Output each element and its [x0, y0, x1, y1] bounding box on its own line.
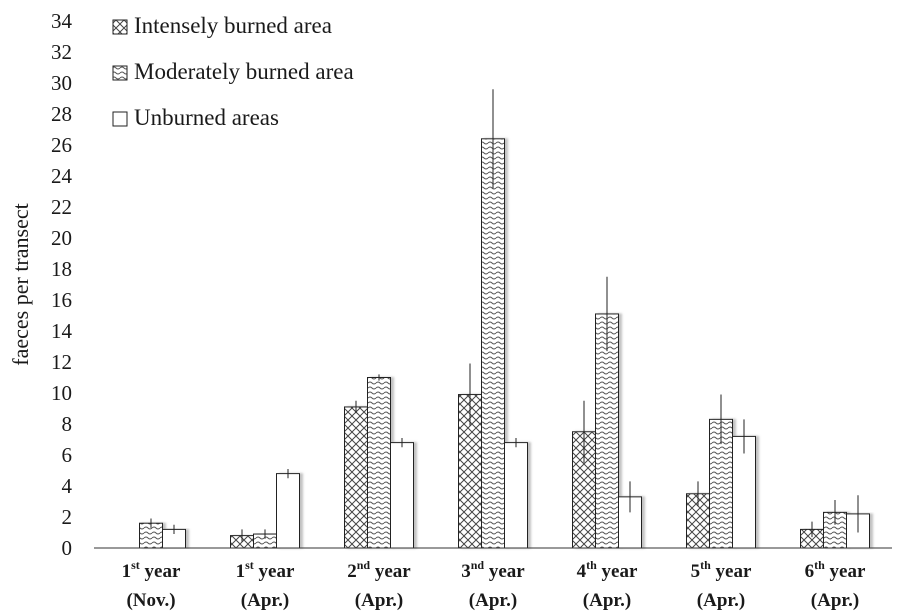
y-tick-label: 12	[51, 350, 72, 374]
y-tick-label: 4	[62, 474, 73, 498]
x-tick-label: 4th year	[577, 558, 638, 582]
y-tick-label: 14	[51, 319, 73, 343]
bar-moderate	[367, 377, 391, 549]
x-tick-sublabel: (Apr.)	[697, 590, 745, 611]
x-tick-sublabel: (Apr.)	[811, 590, 859, 611]
y-tick-label: 10	[51, 381, 72, 405]
y-tick-label: 2	[62, 505, 73, 529]
y-tick-label: 18	[51, 257, 72, 281]
y-tick-label: 8	[62, 412, 73, 436]
legend: Intensely burned area Moderately burned a…	[112, 13, 354, 130]
legend-swatch-unburned	[112, 111, 128, 127]
y-tick-label: 0	[62, 536, 73, 560]
x-tick-label: 2nd year	[347, 558, 411, 582]
y-tick-label: 34	[51, 9, 73, 33]
y-tick-label: 24	[51, 164, 73, 188]
x-tick-sublabel: (Apr.)	[355, 590, 403, 611]
legend-swatch-moderate	[112, 65, 128, 81]
x-tick-sublabel: (Apr.)	[469, 590, 517, 611]
y-tick-label: 6	[62, 443, 73, 467]
bar-unburned	[504, 442, 528, 549]
x-tick-label: 5th year	[691, 558, 752, 582]
bar-intense	[344, 406, 368, 549]
x-tick-sublabel: (Apr.)	[241, 590, 289, 611]
y-tick-label: 22	[51, 195, 72, 219]
bar-unburned	[390, 442, 414, 549]
x-tick-sublabel: (Apr.)	[583, 590, 631, 611]
legend-label-unburned: Unburned areas	[134, 105, 279, 130]
y-tick-label: 16	[51, 288, 72, 312]
y-tick-label: 28	[51, 102, 72, 126]
bars-group	[139, 89, 870, 549]
x-tick-label: 6th year	[805, 558, 866, 582]
y-tick-label: 26	[51, 133, 72, 157]
legend-label-moderate: Moderately burned area	[134, 59, 354, 84]
y-tick-label: 30	[51, 71, 72, 95]
legend-swatch-intense	[112, 19, 128, 35]
bar-moderate	[481, 138, 505, 549]
x-tick-label: 3nd year	[461, 558, 525, 582]
y-tick-label: 20	[51, 226, 72, 250]
x-tick-label: 1st year	[122, 558, 181, 582]
bar-unburned	[276, 473, 300, 549]
y-axis-label: faeces per transect	[8, 203, 33, 365]
x-tick-label: 1st year	[236, 558, 295, 582]
x-tick-sublabel: (Nov.)	[126, 590, 175, 611]
y-tick-label: 32	[51, 40, 72, 64]
x-axis: 1st year (Nov.) 1st year (Apr.) 2nd year (Apr…	[94, 547, 892, 611]
legend-label-intense: Intensely burned area	[134, 13, 332, 38]
